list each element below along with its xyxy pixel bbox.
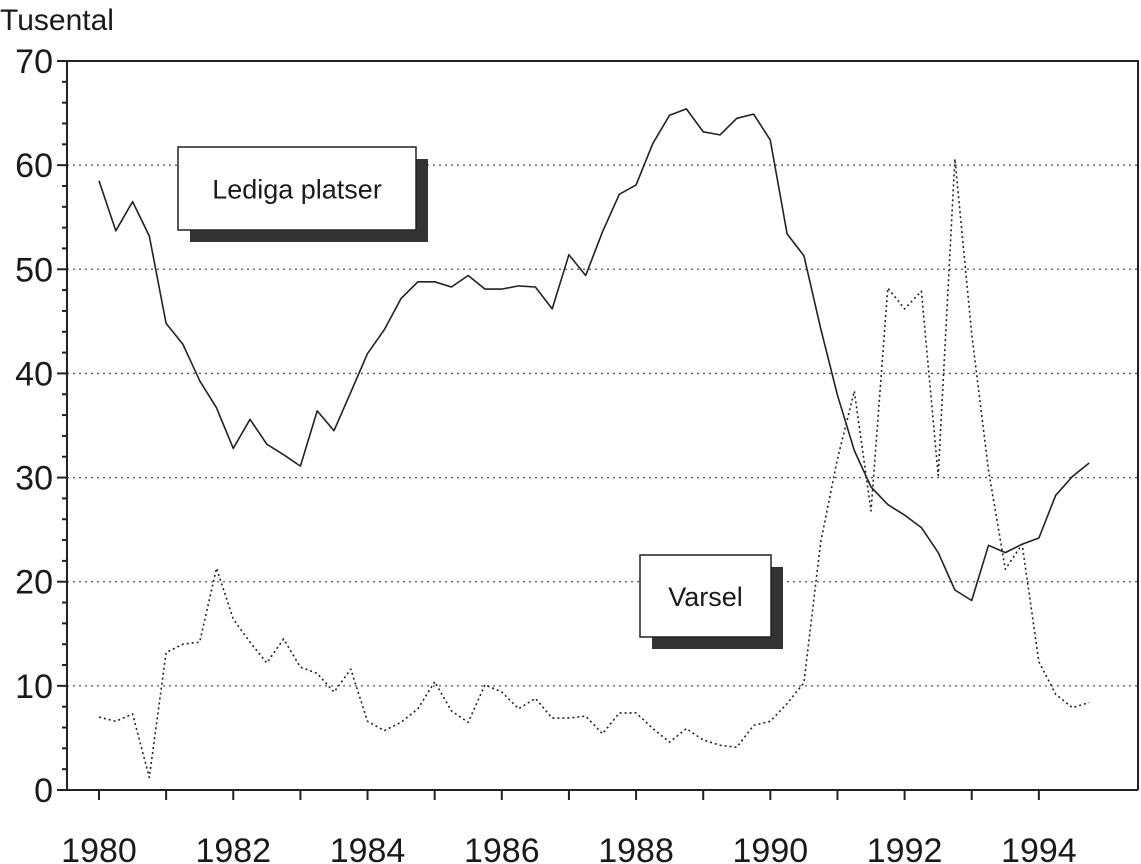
label-box — [177, 146, 417, 231]
axes: 0 10 20 30 40 50 60 70 1980 1982 1984 1986 1988 1990 1… — [15, 43, 1139, 864]
series-line-0 — [98, 108, 1090, 602]
y-tick-label-60: 60 — [15, 147, 53, 185]
y-tick-label-0: 0 — [34, 772, 53, 810]
plot-frame — [66, 60, 1139, 790]
y-tick-label-10: 10 — [15, 668, 53, 706]
y-axis-unit-label: Tusental — [0, 4, 114, 37]
y-tick-label-70: 70 — [15, 43, 53, 81]
series-lines — [98, 108, 1090, 779]
y-tick-label-40: 40 — [15, 355, 53, 393]
series-label-boxes: Lediga platser Varsel — [177, 146, 783, 649]
series-label-1: Varsel — [668, 582, 743, 612]
gridlines — [67, 164, 1138, 687]
x-tick-label-1988: 1988 — [598, 832, 674, 864]
y-tick-label-30: 30 — [15, 460, 53, 498]
label-box — [639, 554, 772, 638]
x-tick-label-1986: 1986 — [464, 832, 540, 864]
x-tick-label-1990: 1990 — [733, 832, 809, 864]
x-tick-label-1984: 1984 — [330, 832, 406, 864]
y-tick-label-50: 50 — [15, 251, 53, 289]
series-label-0: Lediga platser — [212, 175, 382, 205]
x-tick-label-1982: 1982 — [195, 832, 271, 864]
series-line-1 — [98, 158, 1090, 779]
x-tick-label-1992: 1992 — [867, 832, 943, 864]
y-tick-label-20: 20 — [15, 564, 53, 602]
x-tick-label-1980: 1980 — [61, 832, 137, 864]
x-tick-label-1994: 1994 — [1001, 832, 1077, 864]
